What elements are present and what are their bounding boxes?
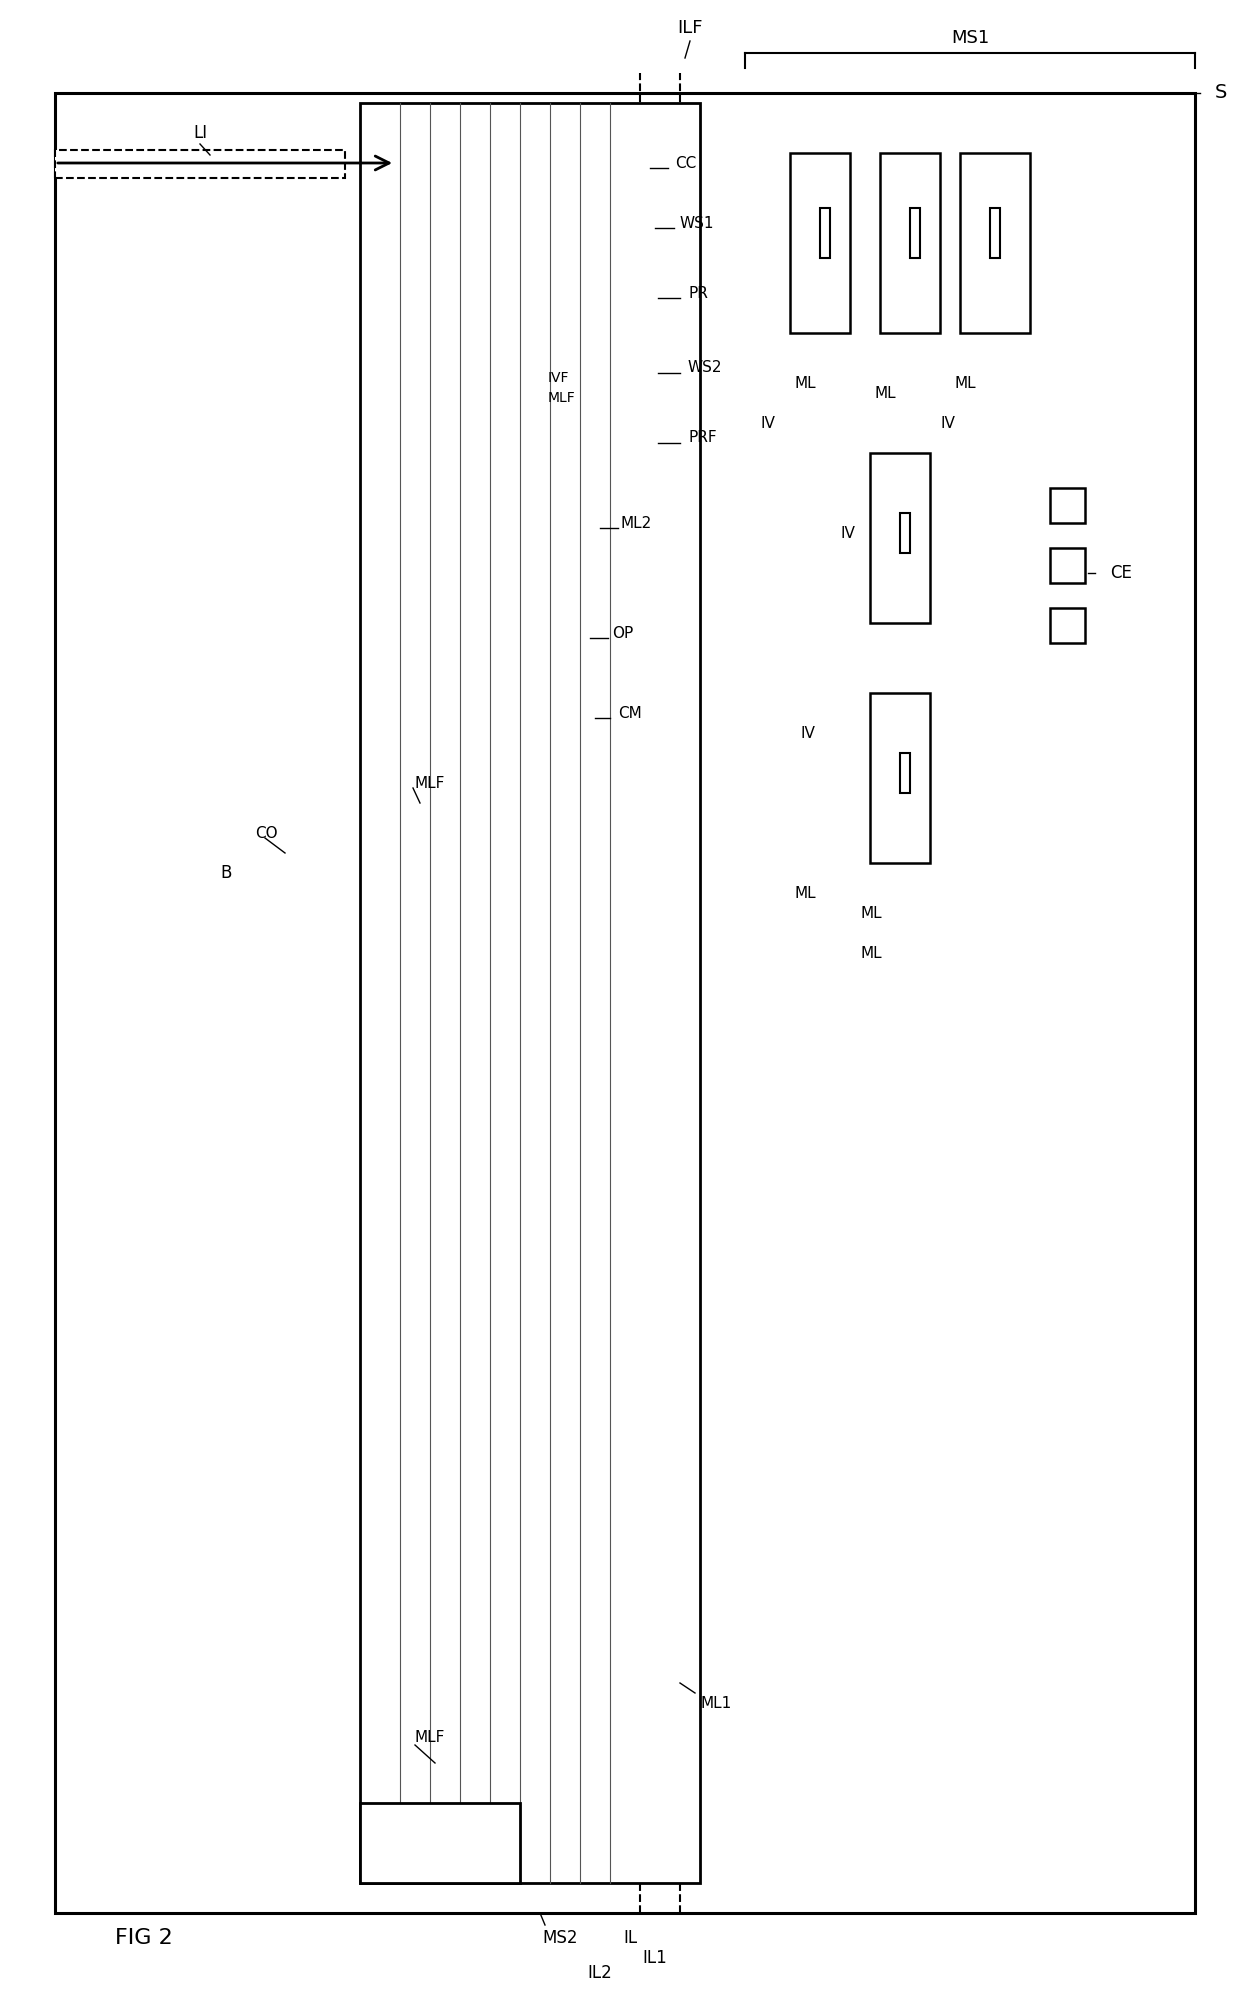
Text: ML2: ML2: [620, 515, 651, 531]
Text: MS1: MS1: [951, 28, 990, 46]
Bar: [1050, 487, 1085, 523]
Bar: [360, 103, 701, 1882]
Text: ML: ML: [861, 906, 882, 920]
Text: MLF: MLF: [548, 391, 575, 405]
Text: MS2: MS2: [542, 1928, 578, 1947]
Text: CC: CC: [675, 155, 696, 171]
Bar: [870, 692, 930, 864]
Text: IV: IV: [760, 415, 775, 431]
Text: LI: LI: [193, 125, 207, 143]
Text: IV: IV: [940, 415, 955, 431]
Text: PRF: PRF: [688, 431, 717, 445]
Bar: [55, 151, 345, 177]
Bar: [360, 1804, 520, 1882]
Bar: [790, 153, 849, 332]
Text: MLF: MLF: [415, 1731, 445, 1745]
Bar: [870, 453, 930, 622]
Bar: [900, 513, 910, 554]
Text: FIG 2: FIG 2: [115, 1928, 172, 1949]
Text: ML: ML: [875, 386, 897, 401]
Text: MLF: MLF: [415, 775, 445, 791]
Text: ML1: ML1: [701, 1695, 732, 1711]
Bar: [960, 153, 1030, 332]
Bar: [880, 153, 940, 332]
Text: ML: ML: [795, 886, 817, 900]
Text: ML: ML: [795, 376, 817, 391]
Text: B: B: [219, 864, 232, 882]
Bar: [1050, 548, 1085, 584]
Bar: [900, 753, 910, 793]
Bar: [820, 207, 830, 258]
Text: S: S: [1215, 83, 1228, 103]
Text: IVF: IVF: [548, 370, 569, 384]
Text: ML: ML: [955, 376, 977, 391]
Text: IV: IV: [839, 525, 854, 541]
Text: WS1: WS1: [680, 215, 714, 231]
Text: CM: CM: [618, 705, 642, 721]
Bar: [910, 207, 920, 258]
Text: PR: PR: [688, 286, 708, 300]
Text: ILF: ILF: [677, 18, 703, 36]
Bar: [1050, 608, 1085, 642]
Text: WS2: WS2: [688, 360, 723, 376]
Text: IV: IV: [800, 725, 815, 741]
Text: OP: OP: [613, 626, 634, 640]
Text: CE: CE: [1110, 564, 1132, 582]
Text: IL1: IL1: [642, 1949, 667, 1967]
Text: IL2: IL2: [588, 1965, 613, 1983]
Text: CO: CO: [255, 825, 278, 841]
Text: IL: IL: [622, 1928, 637, 1947]
Text: ML: ML: [861, 946, 882, 960]
Bar: [990, 207, 999, 258]
